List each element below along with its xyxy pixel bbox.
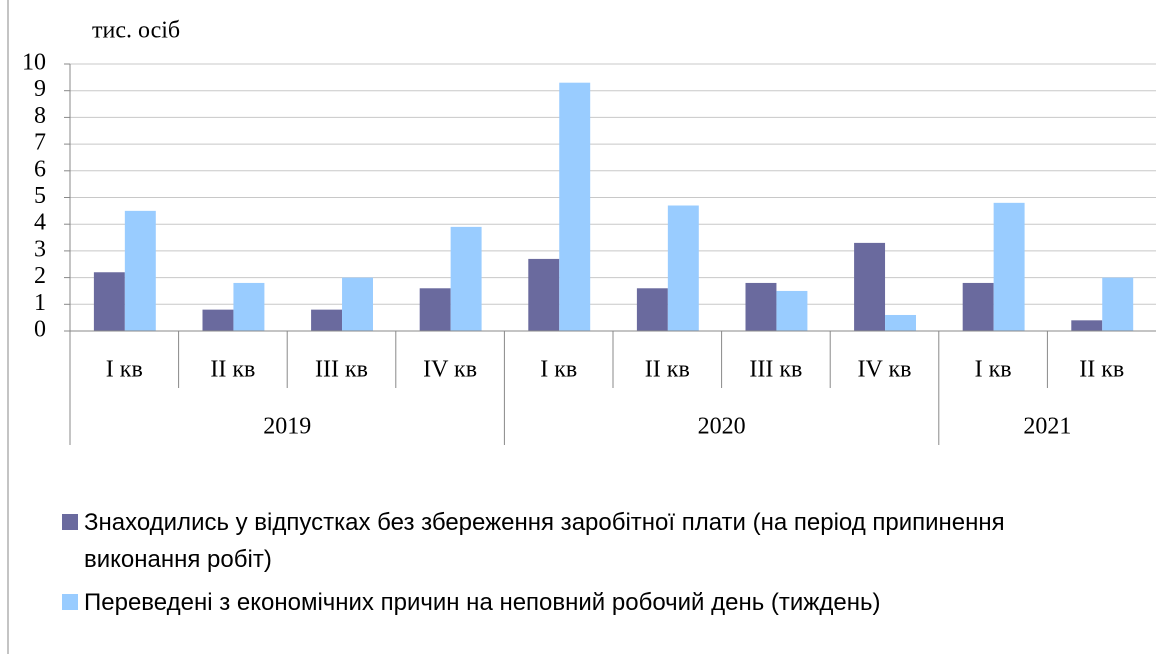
y-unit-label: тис. осіб <box>92 18 180 44</box>
bar <box>1102 277 1134 331</box>
y-tick-label: 7 <box>34 130 46 156</box>
bar <box>93 272 125 331</box>
legend-swatch <box>62 514 78 530</box>
bar <box>450 226 482 331</box>
x-tick-label: I кв <box>975 357 1012 383</box>
bar <box>233 282 265 331</box>
x-group-label: 2020 <box>698 414 746 440</box>
legend-item: Переведені з економічних причин на непов… <box>62 584 1044 621</box>
bar <box>528 258 560 331</box>
bar <box>636 288 668 331</box>
x-tick-label: II кв <box>210 357 255 383</box>
x-tick-label: III кв <box>749 357 802 383</box>
y-tick-label: 6 <box>34 156 46 182</box>
y-tick-label: 8 <box>34 103 46 129</box>
x-tick-label: IV кв <box>423 357 477 383</box>
x-group-label: 2019 <box>263 414 311 440</box>
x-tick-label: IV кв <box>858 357 912 383</box>
bar <box>124 210 156 331</box>
y-tick-label: 0 <box>34 317 46 343</box>
bar <box>885 314 916 331</box>
bar <box>202 309 234 331</box>
legend-item: Знаходились у відпустках без збереження … <box>62 504 1044 578</box>
bar <box>962 282 994 331</box>
bar <box>419 288 451 331</box>
legend-label: Переведені з економічних причин на непов… <box>84 589 881 616</box>
legend-label: Знаходились у відпустках без збереження … <box>84 509 1005 573</box>
x-tick-label: I кв <box>106 357 143 383</box>
bar <box>745 282 777 331</box>
x-tick-label: III кв <box>315 357 368 383</box>
bar <box>667 205 699 331</box>
legend-swatch <box>62 594 78 610</box>
y-tick-label: 10 <box>22 50 46 76</box>
y-tick-label: 4 <box>34 210 46 236</box>
x-tick-label: I кв <box>540 357 577 383</box>
bar <box>559 82 591 331</box>
x-tick-label: II кв <box>645 357 690 383</box>
y-tick-label: 9 <box>34 76 46 102</box>
bar <box>776 290 808 331</box>
y-tick-label: 1 <box>34 290 46 316</box>
bar <box>993 202 1025 331</box>
bar <box>342 277 373 331</box>
bar <box>1071 320 1103 331</box>
x-tick-label: II кв <box>1079 357 1124 383</box>
y-tick-label: 3 <box>34 236 46 262</box>
bar <box>854 242 886 331</box>
bar <box>311 309 343 331</box>
y-tick-label: 5 <box>34 183 46 209</box>
x-group-label: 2021 <box>1023 414 1071 440</box>
y-tick-label: 2 <box>34 263 46 289</box>
